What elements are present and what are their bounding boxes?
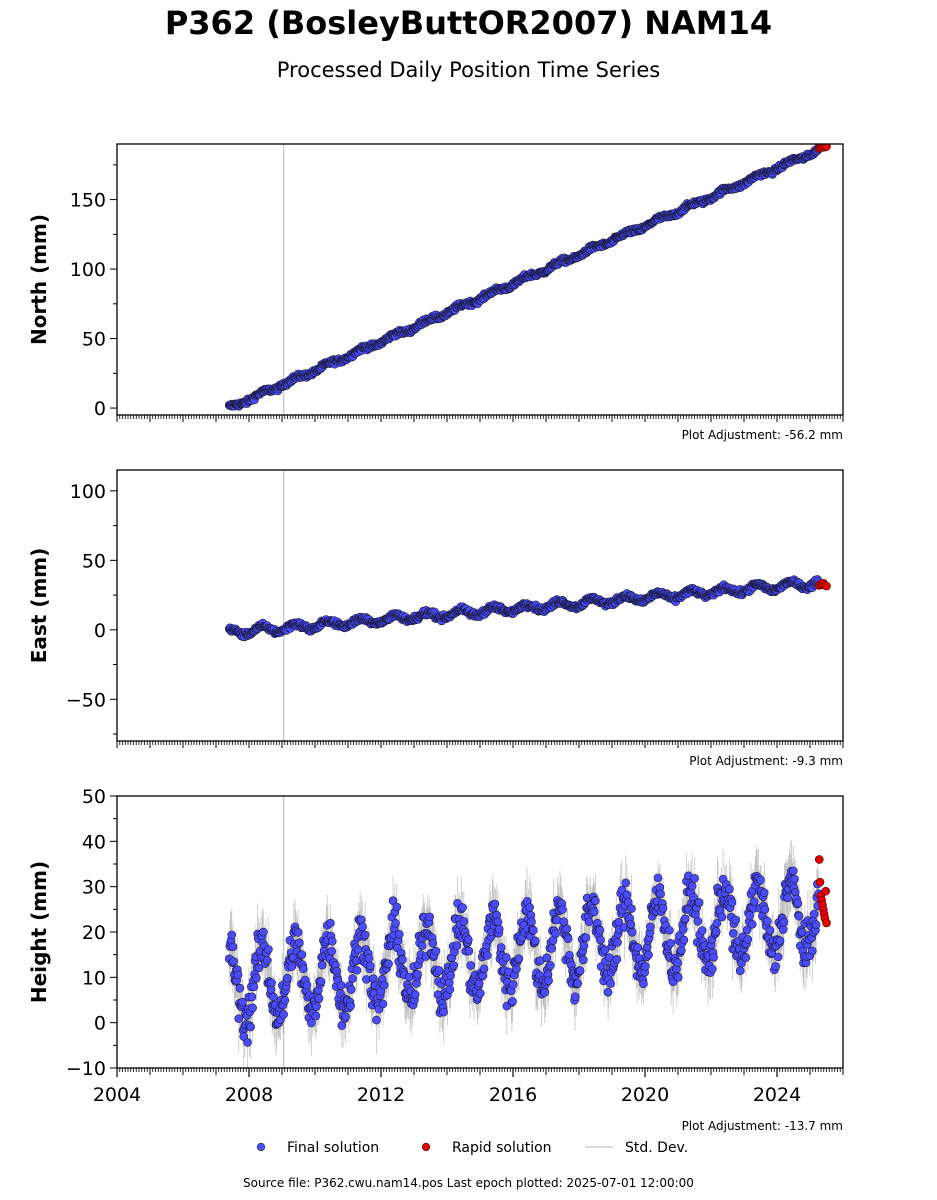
y-axis-label-north: North (mm) <box>27 214 51 345</box>
panel-east: −50 0 50 100 East (mm) Plot Adjustment: -9.3 … <box>27 469 844 768</box>
axes-frame <box>116 469 844 742</box>
y-tick-label: −50 <box>66 689 106 711</box>
time-series-chart: 0 50 100 150 North (mm) Plot Adjustment: -56.… <box>27 143 844 1156</box>
panel-north: 0 50 100 150 North (mm) Plot Adjustment: -56.… <box>27 143 844 442</box>
y-tick-label: 50 <box>82 550 106 572</box>
y-tick-label: 0 <box>94 620 106 642</box>
y-tick-label: 150 <box>70 190 106 212</box>
rapid-point <box>822 144 831 151</box>
chart-title: P362 (BosleyButtOR2007) NAM14 <box>164 4 773 42</box>
plot-area-north <box>224 144 831 415</box>
chart-subtitle: Processed Daily Position Time Series <box>276 58 661 82</box>
y-axis-label-east: East (mm) <box>27 548 51 664</box>
y-tick-label: 100 <box>70 481 106 503</box>
stddev-bars-height <box>228 840 820 1068</box>
plot-adjustment-east: Plot Adjustment: -9.3 mm <box>689 754 843 768</box>
final-points-east <box>224 575 823 642</box>
final-points-north <box>224 144 823 411</box>
y-tick-label: 0 <box>94 398 106 420</box>
y-tick-label: 100 <box>70 259 106 281</box>
plot-area-height <box>224 796 831 1068</box>
rapid-points-north <box>814 144 831 153</box>
rapid-point <box>822 581 831 591</box>
plot-area-east <box>224 470 831 741</box>
rapid-points-east <box>814 578 831 591</box>
y-tick-label: 50 <box>82 329 106 351</box>
plot-adjustment-north: Plot Adjustment: -56.2 mm <box>682 428 843 442</box>
